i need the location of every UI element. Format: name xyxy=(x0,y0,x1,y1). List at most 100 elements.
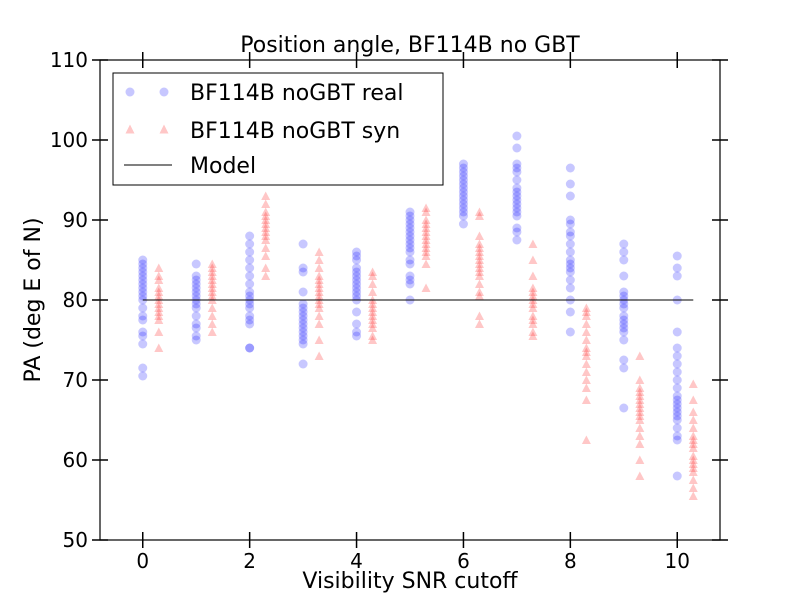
real-point xyxy=(352,279,362,289)
real-point xyxy=(458,183,468,193)
real-point xyxy=(565,247,575,257)
syn-point xyxy=(581,311,591,320)
real-point xyxy=(352,319,362,329)
syn-point xyxy=(207,319,217,328)
real-point xyxy=(619,319,629,329)
syn-point xyxy=(261,231,271,240)
real-point xyxy=(458,203,468,213)
syn-point xyxy=(314,283,324,292)
real-point xyxy=(138,283,148,293)
real-point xyxy=(512,195,522,205)
syn-point xyxy=(528,331,538,340)
real-point xyxy=(245,343,255,353)
real-point xyxy=(565,227,575,237)
real-point xyxy=(672,263,682,273)
syn-point xyxy=(635,391,645,400)
syn-point xyxy=(688,483,698,492)
real-point xyxy=(298,303,308,313)
y-tick-label: 50 xyxy=(63,528,88,552)
syn-point xyxy=(528,283,538,292)
chart-title: Position angle, BF114B no GBT xyxy=(240,33,580,58)
real-point xyxy=(672,415,682,425)
syn-point xyxy=(528,319,538,328)
real-point xyxy=(245,255,255,265)
legend-label-model: Model xyxy=(190,154,256,179)
syn-point xyxy=(581,383,591,392)
syn-point xyxy=(207,287,217,296)
syn-point xyxy=(474,243,484,252)
real-point xyxy=(672,271,682,281)
real-point xyxy=(512,207,522,217)
syn-point xyxy=(688,455,698,464)
real-point xyxy=(298,263,308,273)
real-point xyxy=(138,287,148,297)
y-tick-label: 60 xyxy=(63,448,88,472)
syn-point xyxy=(581,343,591,352)
real-point xyxy=(565,179,575,189)
syn-point xyxy=(154,303,164,312)
syn-point xyxy=(261,223,271,232)
syn-point xyxy=(314,291,324,300)
real-point xyxy=(512,235,522,245)
syn-point xyxy=(581,327,591,336)
syn-point xyxy=(688,451,698,460)
syn-point xyxy=(528,291,538,300)
real-point xyxy=(565,275,575,285)
real-point xyxy=(619,255,629,265)
syn-point xyxy=(421,259,431,268)
real-point xyxy=(245,231,255,241)
real-point xyxy=(565,259,575,269)
real-point xyxy=(191,271,201,281)
syn-point xyxy=(207,283,217,292)
legend-marker-real-1 xyxy=(125,87,135,97)
syn-point xyxy=(261,191,271,200)
syn-point xyxy=(528,327,538,336)
real-point xyxy=(352,275,362,285)
syn-point xyxy=(421,243,431,252)
syn-point xyxy=(688,435,698,444)
syn-point xyxy=(528,271,538,280)
real-point xyxy=(458,171,468,181)
syn-point xyxy=(368,299,378,308)
real-point xyxy=(619,271,629,281)
syn-point xyxy=(635,351,645,360)
real-point xyxy=(512,163,522,173)
real-point xyxy=(245,299,255,309)
syn-point xyxy=(314,351,324,360)
real-point xyxy=(619,315,629,325)
syn-point xyxy=(635,423,645,432)
real-point xyxy=(298,287,308,297)
y-tick-label: 100 xyxy=(50,128,88,152)
real-point xyxy=(512,227,522,237)
real-point xyxy=(672,391,682,401)
real-point xyxy=(672,471,682,481)
syn-point xyxy=(581,303,591,312)
real-point xyxy=(565,267,575,277)
y-tick-label: 70 xyxy=(63,368,88,392)
real-point xyxy=(298,299,308,309)
real-point xyxy=(672,251,682,261)
real-point xyxy=(619,291,629,301)
syn-point xyxy=(421,251,431,260)
real-point xyxy=(138,263,148,273)
real-point xyxy=(352,307,362,317)
real-point xyxy=(191,299,201,309)
syn-point xyxy=(314,255,324,264)
syn-point xyxy=(207,271,217,280)
legend: BF114B noGBT real BF114B noGBT syn Model xyxy=(112,72,444,186)
x-axis-label: Visibility SNR cutoff xyxy=(302,569,518,594)
real-point xyxy=(458,219,468,229)
syn-point xyxy=(154,283,164,292)
syn-point xyxy=(314,319,324,328)
real-point xyxy=(298,239,308,249)
real-point xyxy=(138,339,148,349)
syn-point xyxy=(581,319,591,328)
real-point xyxy=(405,275,415,285)
syn-point xyxy=(261,219,271,228)
legend-label-syn: BF114B noGBT syn xyxy=(190,119,400,144)
real-point xyxy=(512,175,522,185)
syn-point xyxy=(368,271,378,280)
real-point xyxy=(138,303,148,313)
real-point xyxy=(245,239,255,249)
syn-point xyxy=(207,267,217,276)
